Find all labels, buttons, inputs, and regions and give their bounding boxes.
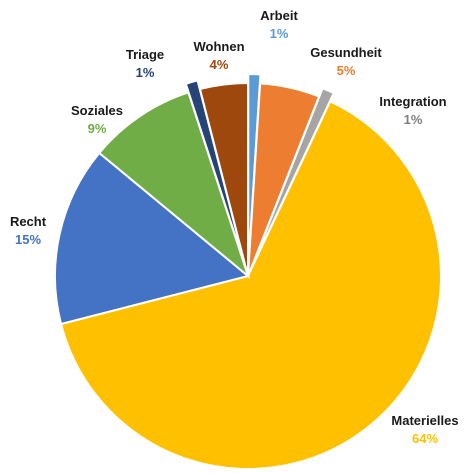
pie-slice-recht <box>54 151 251 326</box>
slice-label-integration: Integration <box>379 94 446 109</box>
slice-value-wohnen: 4% <box>210 57 229 72</box>
slice-value-arbeit: 1% <box>270 26 289 41</box>
pie-slices <box>54 73 442 470</box>
slice-label-triage: Triage <box>126 47 164 62</box>
slice-value-integration: 1% <box>404 112 423 127</box>
slice-label-gesundheit: Gesundheit <box>310 45 382 60</box>
slice-label-wohnen: Wohnen <box>193 39 244 54</box>
slice-label-arbeit: Arbeit <box>260 8 298 23</box>
pie-labels: Arbeit 1% Gesundheit 5% Integration 1% Materie… <box>10 8 459 446</box>
slice-value-recht: 15% <box>15 232 41 247</box>
slice-label-recht: Recht <box>10 214 47 229</box>
slice-value-gesundheit: 5% <box>337 63 356 78</box>
slice-value-soziales: 9% <box>88 121 107 136</box>
slice-label-materielles: Materielles <box>391 413 458 428</box>
slice-label-soziales: Soziales <box>71 103 123 118</box>
pie-slice-soziales <box>97 91 251 279</box>
pie-slice-wohnen <box>198 81 249 277</box>
pie-slice-materielles <box>59 100 442 470</box>
pie-slice-triage <box>184 79 247 268</box>
slice-value-triage: 1% <box>136 65 155 80</box>
slice-value-materielles: 64% <box>412 431 438 446</box>
